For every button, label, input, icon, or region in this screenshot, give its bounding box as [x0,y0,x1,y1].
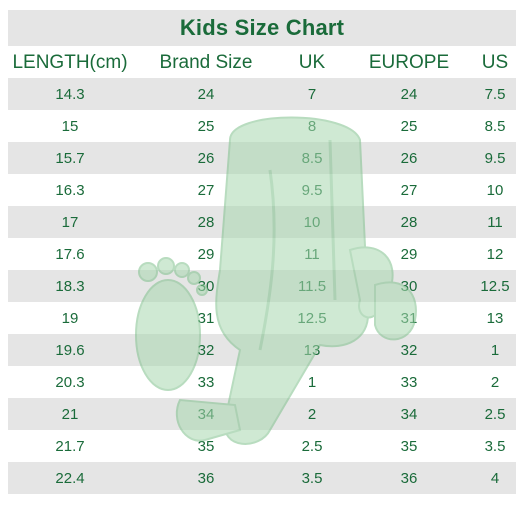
cell-us: 7.5 [484,85,506,103]
table-row: 21 34 2 34 2.5 [8,398,516,430]
cell-us: 2.5 [484,405,506,423]
cell-brand-size: 34 [197,405,215,423]
table-row: 19.6 32 13 32 1 [8,334,516,366]
cell-length: 19 [61,309,79,327]
cell-us: 1 [490,341,500,359]
cell-uk: 2 [307,405,317,423]
cell-brand-size: 24 [197,85,215,103]
table-row: 22.4 36 3.5 36 4 [8,462,516,494]
cell-length: 16.3 [55,181,85,199]
table-row: 16.3 27 9.5 27 10 [8,174,516,206]
cell-us: 2 [490,373,500,391]
cell-uk: 7 [307,85,317,103]
cell-brand-size: 25 [197,117,215,135]
table-row: 14.3 24 7 24 7.5 [8,78,516,110]
cell-length: 17 [61,213,79,231]
cell-europe: 29 [400,245,418,263]
cell-length: 14.3 [55,85,85,103]
cell-us: 3.5 [484,437,506,455]
cell-length: 22.4 [55,469,85,487]
cell-europe: 31 [400,309,418,327]
cell-length: 21.7 [55,437,85,455]
table-row: 19 31 12.5 31 13 [8,302,516,334]
cell-uk: 13 [303,341,321,359]
table-row: 15.7 26 8.5 26 9.5 [8,142,516,174]
cell-length: 19.6 [55,341,85,359]
cell-uk: 10 [303,213,321,231]
cell-length: 21 [61,405,79,423]
cell-europe: 33 [400,373,418,391]
cell-us: 8.5 [484,117,506,135]
cell-uk: 12.5 [297,309,327,327]
header-europe: EUROPE [368,52,450,73]
cell-uk: 3.5 [301,469,323,487]
cell-brand-size: 29 [197,245,215,263]
cell-us: 11 [487,213,503,231]
cell-brand-size: 26 [197,149,215,167]
cell-europe: 30 [400,277,418,295]
cell-europe: 32 [400,341,418,359]
cell-europe: 34 [400,405,418,423]
header-uk: UK [298,52,326,73]
cell-length: 18.3 [55,277,85,295]
table-row: 17 28 10 28 11 [8,206,516,238]
cell-length: 17.6 [55,245,85,263]
header-us: US [481,52,509,73]
title-bar: Kids Size Chart [8,10,516,46]
cell-brand-size: 35 [197,437,215,455]
cell-us: 9.5 [484,149,506,167]
cell-europe: 28 [400,213,418,231]
cell-europe: 36 [400,469,418,487]
cell-us: 10 [486,181,504,199]
header-brand-size: Brand Size [159,52,253,73]
table-row: 21.7 35 2.5 35 3.5 [8,430,516,462]
cell-length: 15 [61,117,79,135]
cell-us: 4 [490,469,500,487]
cell-length: 20.3 [55,373,85,391]
table-row: 18.3 30 11.5 30 12.5 [8,270,516,302]
cell-uk: 2.5 [301,437,323,455]
cell-brand-size: 28 [197,213,215,231]
table-row: 15 25 8 25 8.5 [8,110,516,142]
cell-europe: 26 [400,149,418,167]
table-body: 14.3 24 7 24 7.5 15 25 8 25 8.5 15.7 26 8.5 26 9.5 16.3… [8,78,516,494]
table-row: 17.6 29 11 29 12 [8,238,516,270]
cell-brand-size: 27 [197,181,215,199]
cell-europe: 35 [400,437,418,455]
cell-us: 12.5 [480,277,510,295]
cell-length: 15.7 [55,149,85,167]
cell-europe: 24 [400,85,418,103]
cell-uk: 11.5 [297,277,327,295]
table-header: LENGTH(cm) Brand Size UK EUROPE US [8,46,516,80]
cell-uk: 8.5 [301,149,323,167]
page-title: Kids Size Chart [179,15,345,40]
cell-brand-size: 30 [197,277,215,295]
cell-brand-size: 36 [197,469,215,487]
cell-brand-size: 33 [197,373,215,391]
cell-uk: 1 [307,373,317,391]
cell-brand-size: 31 [197,309,215,327]
cell-uk: 8 [307,117,317,135]
cell-us: 13 [486,309,504,327]
cell-brand-size: 32 [197,341,215,359]
cell-europe: 25 [400,117,418,135]
header-length: LENGTH(cm) [12,52,128,73]
cell-us: 12 [486,245,504,263]
cell-uk: 11 [304,245,320,263]
cell-uk: 9.5 [301,181,323,199]
table-row: 20.3 33 1 33 2 [8,366,516,398]
cell-europe: 27 [400,181,418,199]
